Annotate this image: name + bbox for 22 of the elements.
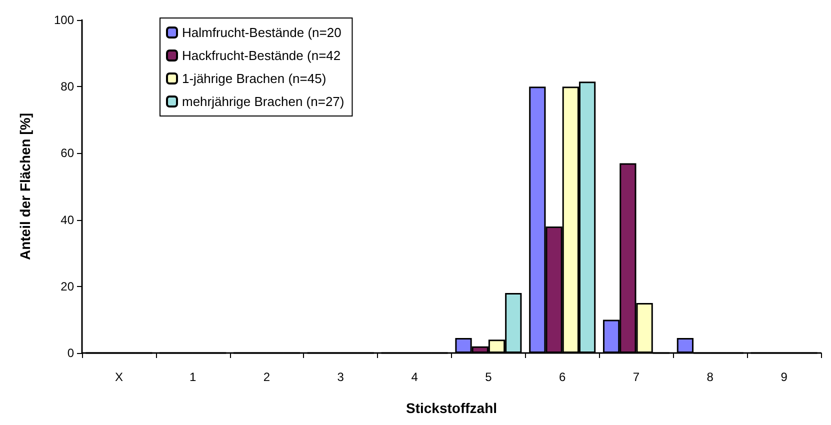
legend-label: Hackfrucht-Bestände (n=42	[182, 48, 341, 63]
x-tick-label: X	[114, 370, 123, 384]
y-tick-label: 60	[60, 146, 74, 160]
x-tick-label: 4	[411, 370, 418, 384]
x-tick-label: 8	[706, 370, 714, 384]
y-tick-label: 100	[54, 13, 74, 27]
x-tick-label: 9	[780, 370, 788, 384]
x-tick-label: 5	[485, 370, 492, 384]
x-tick-label: 6	[559, 370, 566, 384]
legend-label: mehrjährige Brachen (n=27)	[182, 94, 344, 109]
x-tick-label: 1	[190, 370, 197, 384]
x-tick-label: 7	[632, 370, 640, 384]
x-tick-label: 2	[263, 370, 270, 384]
y-axis-title: Anteil der Flächen [%]	[17, 112, 33, 260]
x-axis-title: Stickstoffzahl	[406, 400, 498, 416]
y-tick-label: 80	[60, 80, 74, 94]
y-tick-label: 20	[60, 279, 74, 294]
legend-label: Halmfrucht-Bestände (n=20	[182, 25, 342, 40]
y-tick-label: 0	[67, 346, 74, 360]
legend-label: 1-jährige Brachen (n=45)	[182, 71, 326, 86]
y-tick-label: 40	[60, 212, 74, 227]
x-tick-label: 3	[337, 370, 344, 384]
